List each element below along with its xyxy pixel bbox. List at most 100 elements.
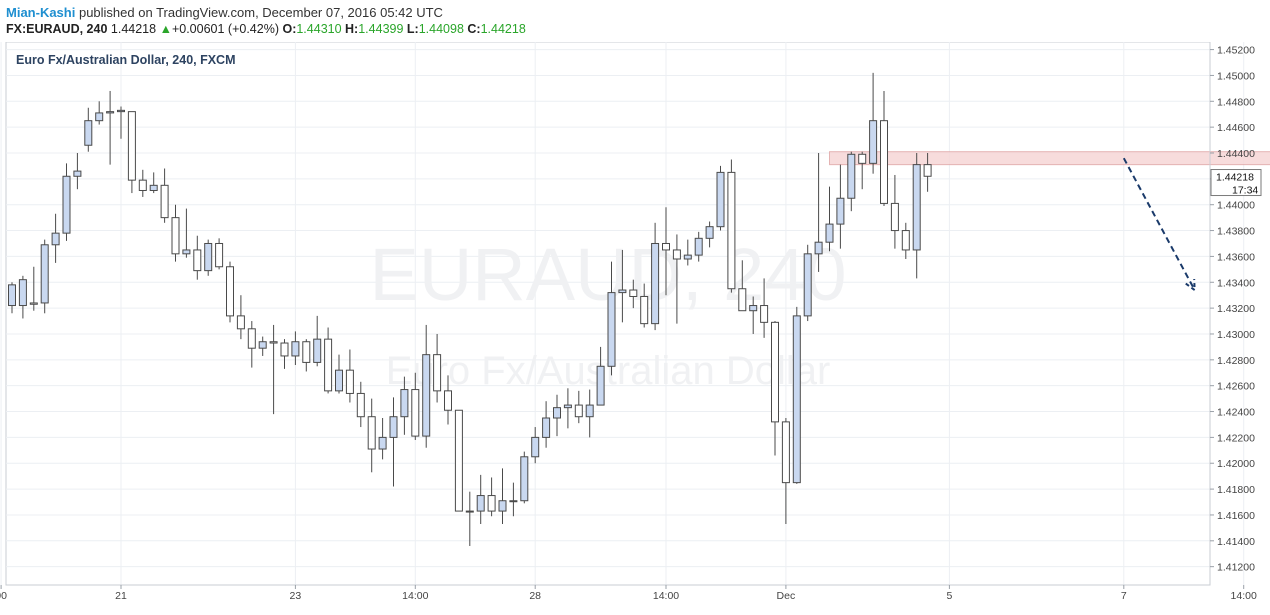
- candle-body: [172, 218, 179, 254]
- candle-body: [826, 224, 833, 242]
- candle-body: [859, 154, 866, 163]
- candle-body: [237, 316, 244, 329]
- candle-body: [303, 342, 310, 363]
- candle-body: [107, 112, 114, 113]
- price-tick-label: 1.42600: [1217, 381, 1255, 393]
- candle-body: [597, 366, 604, 405]
- chart-area[interactable]: EURAUD, 240 Euro Fx/Australian Dollar Eu…: [0, 42, 1270, 610]
- candle-body: [379, 437, 386, 449]
- candle-body: [227, 267, 234, 316]
- price-tick-label: 1.42000: [1217, 458, 1255, 470]
- candle: [227, 262, 234, 323]
- candle-body: [499, 501, 506, 511]
- high-value: 1.44399: [358, 22, 403, 36]
- price-tick-label: 1.42800: [1217, 355, 1255, 367]
- candle-body: [270, 342, 277, 343]
- candle-body: [466, 511, 473, 512]
- candle-body: [445, 391, 452, 410]
- candle-body: [52, 233, 59, 245]
- high-label: H:: [345, 22, 358, 36]
- candle-body: [30, 303, 37, 304]
- candle-body: [554, 408, 561, 418]
- candle-body: [216, 243, 223, 266]
- candle-body: [586, 405, 593, 417]
- candle-body: [619, 290, 626, 293]
- candle-body: [96, 113, 103, 121]
- candlestick-chart[interactable]: EURAUD, 240 Euro Fx/Australian Dollar Eu…: [0, 42, 1270, 610]
- price-tick-label: 1.43800: [1217, 226, 1255, 238]
- candle-body: [913, 165, 920, 250]
- price-tick-label: 1.42400: [1217, 407, 1255, 419]
- price-tick-label: 1.43000: [1217, 329, 1255, 341]
- candle-body: [521, 457, 528, 501]
- bar-countdown: 17:34: [1232, 185, 1258, 197]
- candle-body: [706, 227, 713, 239]
- price-tick-label: 1.43200: [1217, 303, 1255, 315]
- author-link[interactable]: Mian-Kashi: [6, 5, 75, 20]
- candle-body: [292, 342, 299, 356]
- candle-body: [532, 437, 539, 456]
- candle-body: [477, 496, 484, 512]
- candle-body: [902, 231, 909, 250]
- time-tick-label: 21: [115, 590, 127, 602]
- candle-body: [19, 280, 26, 306]
- price-tick-label: 1.41200: [1217, 562, 1255, 574]
- candle-body: [455, 410, 462, 511]
- price-tick-label: 1.44000: [1217, 200, 1255, 212]
- candle-body: [543, 418, 550, 437]
- candle-body: [761, 306, 768, 323]
- candle-body: [684, 255, 691, 259]
- candle-body: [63, 176, 70, 233]
- candle-body: [793, 316, 800, 483]
- candle-body: [281, 343, 288, 356]
- price-tick-label: 1.44800: [1217, 96, 1255, 108]
- candle-body: [772, 322, 779, 422]
- resistance-zone[interactable]: [830, 152, 1270, 165]
- candle: [521, 452, 528, 504]
- candle: [804, 245, 811, 321]
- candle-body: [695, 238, 702, 255]
- candle-body: [891, 203, 898, 230]
- candle-body: [739, 289, 746, 311]
- candle-body: [205, 243, 212, 270]
- price-tick-label: 1.41600: [1217, 510, 1255, 522]
- candle-body: [652, 243, 659, 323]
- candle-body: [368, 417, 375, 449]
- price-tick-label: 1.41800: [1217, 484, 1255, 496]
- candle-body: [870, 121, 877, 164]
- price-axis[interactable]: 1.452001.450001.448001.446001.444001.442…: [1210, 45, 1255, 574]
- candle: [205, 240, 212, 276]
- price-tick-label: 1.42200: [1217, 432, 1255, 444]
- candle-body: [641, 296, 648, 323]
- candle-body: [488, 496, 495, 512]
- candle-body: [259, 342, 266, 348]
- candle-body: [336, 370, 343, 391]
- candle-body: [128, 112, 135, 181]
- open-label: O:: [282, 22, 296, 36]
- time-tick-label: 00: [0, 590, 7, 602]
- price-tick-label: 1.43400: [1217, 277, 1255, 289]
- candle-body: [434, 355, 441, 391]
- resistance-zone-rect[interactable]: [830, 152, 1270, 165]
- candle: [717, 166, 724, 231]
- candle-body: [423, 355, 430, 436]
- open-value: 1.44310: [296, 22, 341, 36]
- candle-body: [150, 185, 157, 190]
- candle-body: [183, 250, 190, 254]
- price-change: +0.00601 (+0.42%): [172, 22, 279, 36]
- candle-body: [782, 422, 789, 483]
- candle-body: [346, 370, 353, 393]
- last-price: 1.44218: [111, 22, 156, 36]
- time-tick-label: Dec: [777, 590, 796, 602]
- symbol-line: FX:EURAUD, 240 1.44218 ▲+0.00601 (+0.42%…: [6, 22, 526, 36]
- symbol-name: FX:EURAUD, 240: [6, 22, 107, 36]
- price-tick-label: 1.43600: [1217, 251, 1255, 263]
- candle-body: [750, 306, 757, 311]
- price-tick-label: 1.45200: [1217, 45, 1255, 57]
- candle-body: [314, 339, 321, 362]
- candle: [455, 410, 462, 511]
- price-tick-label: 1.41400: [1217, 536, 1255, 548]
- time-tick-label: 23: [290, 590, 302, 602]
- time-tick-label: 14:00: [402, 590, 428, 602]
